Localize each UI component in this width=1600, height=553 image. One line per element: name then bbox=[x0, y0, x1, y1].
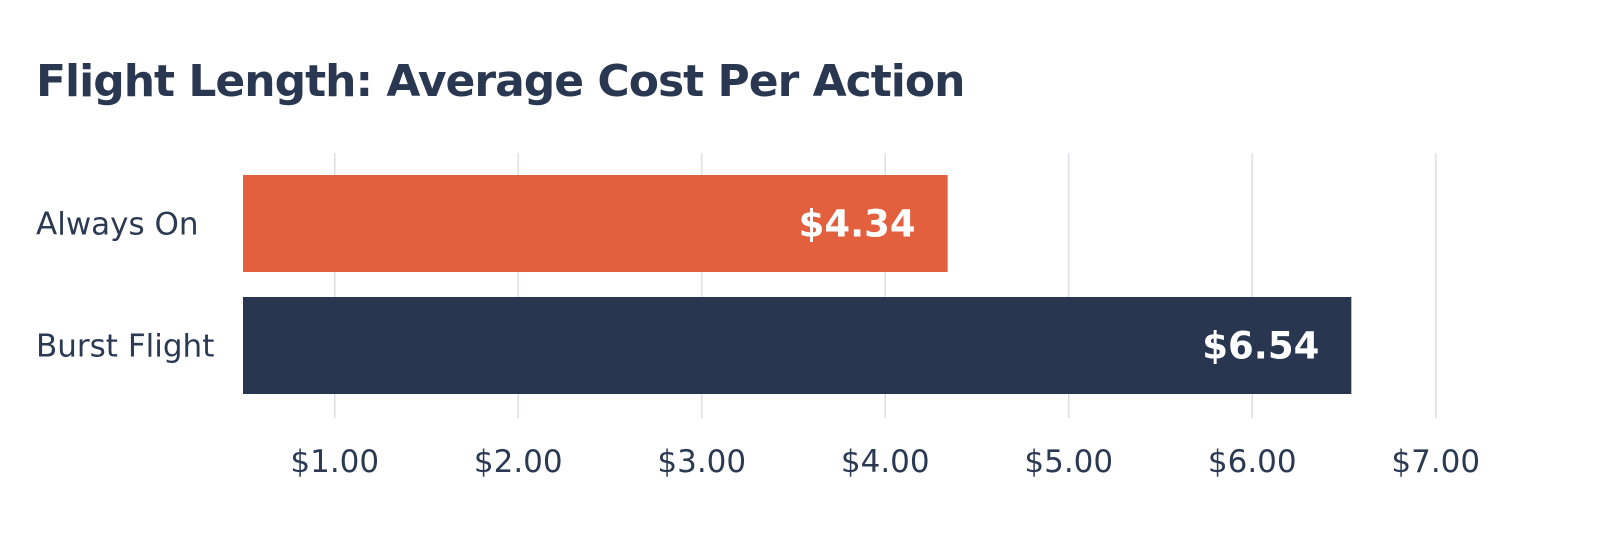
category-label: Burst Flight bbox=[36, 329, 214, 365]
chart-title: Flight Length: Average Cost Per Action bbox=[36, 56, 965, 107]
x-tick-label: $2.00 bbox=[474, 444, 563, 480]
data-label: $4.34 bbox=[799, 203, 916, 246]
bar bbox=[243, 175, 948, 272]
labels: $1.00 $2.00 $3.00 $4.00 $5.00 $6.00 $7.00 Alway… bbox=[36, 203, 1480, 481]
x-tick-label: $3.00 bbox=[657, 444, 746, 480]
x-tick-label: $1.00 bbox=[290, 444, 379, 480]
data-label: $6.54 bbox=[1202, 325, 1319, 368]
x-tick-label: $7.00 bbox=[1391, 444, 1480, 480]
bar bbox=[243, 297, 1352, 394]
x-tick-label: $5.00 bbox=[1024, 444, 1113, 480]
x-tick-label: $6.00 bbox=[1208, 444, 1297, 480]
bars bbox=[243, 175, 1352, 394]
x-tick-label: $4.00 bbox=[841, 444, 930, 480]
category-label: Always On bbox=[36, 207, 199, 243]
